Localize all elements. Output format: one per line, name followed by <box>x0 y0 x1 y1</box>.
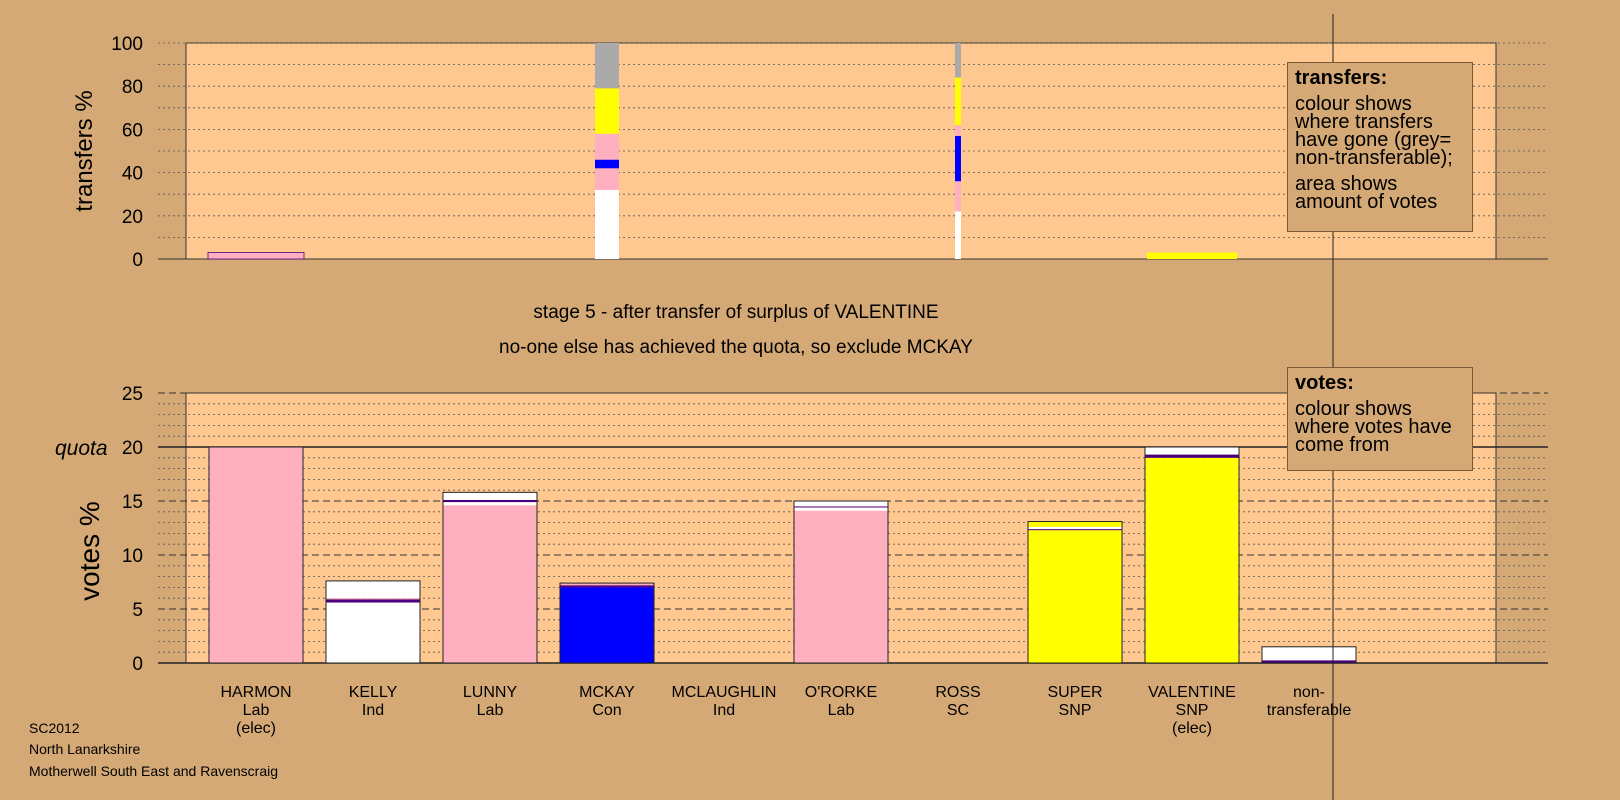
vote-bar-ororke <box>793 500 889 664</box>
votes-y-tick-label: 15 <box>122 492 143 513</box>
footer-council: North Lanarkshire <box>29 741 141 757</box>
vote-segment-kelly <box>326 598 420 600</box>
vote-segment-ororke <box>794 507 888 511</box>
transfer-segment-harmon <box>208 252 304 259</box>
stage-title: stage 5 - after transfer of surplus of V… <box>533 302 938 323</box>
candidate-name-ororke: O'RORKE <box>805 684 877 701</box>
candidate-name-valentine: VALENTINE <box>1148 684 1236 701</box>
vote-bar-non <box>1261 646 1357 664</box>
vote-segment-super <box>1028 521 1122 527</box>
vote-bar-super <box>1027 521 1123 664</box>
vote-segment-super <box>1028 526 1122 530</box>
transfers-y-tick-label: 20 <box>122 207 143 228</box>
transfers-legend: transfers: colour shows where transfers … <box>1287 62 1473 232</box>
votes-legend-body: colour shows where votes have come from <box>1295 398 1452 456</box>
candidate-party-mckay: Con <box>592 702 621 719</box>
transfer-segment-ross <box>955 43 961 78</box>
transfers-legend-body: colour shows where transfers have gone (… <box>1295 93 1453 169</box>
vote-bar-mckay <box>559 582 655 664</box>
candidate-name-super: SUPER <box>1047 684 1102 701</box>
transfer-segment-mckay <box>595 159 619 169</box>
transfers-y-tick-label: 40 <box>122 164 143 185</box>
vote-segment-ororke <box>794 506 888 508</box>
candidate-name-mclaughlin: MCLAUGHLIN <box>672 684 777 701</box>
candidate-party-kelly: Ind <box>362 702 384 719</box>
vote-segment-non <box>1262 660 1356 663</box>
transfers-y-tick-label: 60 <box>122 120 143 141</box>
transfer-segment-ross <box>955 181 961 212</box>
transfer-segment-mckay <box>595 168 619 190</box>
transfers-y-tick-label: 100 <box>111 34 143 55</box>
vote-bar-lunny <box>442 491 538 664</box>
transfer-bar-outline-harmon <box>207 252 305 260</box>
vote-segment-super <box>1028 529 1122 531</box>
vote-segment-super <box>1028 530 1122 663</box>
votes-y-tick-label: 25 <box>122 384 143 405</box>
candidate-name-harmon: HARMON <box>220 684 291 701</box>
votes-y-axis-label: votes % <box>74 501 105 601</box>
vote-bar-kelly <box>325 580 421 664</box>
transfers-y-tick-label: 0 <box>132 250 143 271</box>
vote-segment-mckay <box>560 585 654 588</box>
vote-segment-valentine <box>1145 457 1239 663</box>
candidate-party-mclaughlin: Ind <box>713 702 735 719</box>
vote-segment-lunny <box>443 505 537 663</box>
votes-y-tick-label: 0 <box>132 654 143 675</box>
vote-segment-non <box>1262 646 1356 661</box>
vote-segment-kelly <box>326 602 420 663</box>
stage-note: no-one else has achieved the quota, so e… <box>499 337 973 358</box>
candidate-name-kelly: KELLY <box>349 684 398 701</box>
votes-y-tick-label: 20 <box>122 438 143 459</box>
transfers-y-axis-label: transfers % <box>71 90 98 211</box>
votes-y-tick-label: 10 <box>122 546 143 567</box>
candidate-party-lunny: Lab <box>477 702 504 719</box>
transfers-legend-title: transfers: <box>1295 67 1388 89</box>
vote-segment-harmon <box>209 447 303 663</box>
vote-segment-ororke <box>794 501 888 507</box>
votes-legend-title: votes: <box>1295 372 1354 394</box>
vote-segment-kelly <box>326 599 420 603</box>
quota-label: quota <box>55 437 108 460</box>
vote-bar-valentine <box>1144 446 1240 664</box>
footer-year: SC2012 <box>29 720 80 736</box>
vote-segment-lunny <box>443 492 537 500</box>
candidate-name-mckay: MCKAY <box>579 684 635 701</box>
candidate-party-ross: SC <box>947 702 969 719</box>
candidate-name-non: non- <box>1293 684 1325 701</box>
candidate-status-valentine: (elec) <box>1172 720 1212 737</box>
candidate-party-ororke: Lab <box>828 702 855 719</box>
transfers-y-tick-label: 80 <box>122 77 143 98</box>
votes-legend: votes: colour shows where votes have com… <box>1287 367 1473 471</box>
vote-segment-mckay <box>560 587 654 663</box>
transfer-segment-mckay <box>595 189 619 259</box>
vote-segment-kelly <box>326 580 420 599</box>
transfers-legend-area: area shows amount of votes <box>1295 173 1438 213</box>
transfer-segment-mckay <box>595 133 619 160</box>
candidate-party-super: SNP <box>1059 702 1092 719</box>
candidate-name-ross: ROSS <box>935 684 980 701</box>
candidate-party-valentine: SNP <box>1176 702 1209 719</box>
vote-bar-harmon <box>208 446 304 664</box>
transfer-segment-ross <box>955 135 961 182</box>
vote-segment-mckay <box>560 583 654 586</box>
vote-segment-valentine <box>1145 447 1239 455</box>
footer-ward: Motherwell South East and Ravenscraig <box>29 763 279 779</box>
transfer-segment-valentine <box>1147 252 1237 259</box>
transfer-segment-mckay <box>595 43 619 89</box>
vote-segment-ororke <box>794 510 888 663</box>
candidate-name-lunny: LUNNY <box>463 684 518 701</box>
transfer-segment-ross <box>955 125 961 136</box>
candidate-party-harmon: Lab <box>243 702 270 719</box>
vote-segment-lunny <box>443 502 537 506</box>
vote-segment-valentine <box>1145 454 1239 458</box>
transfer-segment-ross <box>955 77 961 126</box>
candidate-status-harmon: (elec) <box>236 720 276 737</box>
transfer-segment-ross <box>955 211 961 259</box>
votes-y-tick-label: 5 <box>132 600 143 621</box>
vote-segment-lunny <box>443 499 537 503</box>
candidate-party-non: transferable <box>1267 702 1352 719</box>
transfer-segment-mckay <box>595 88 619 134</box>
